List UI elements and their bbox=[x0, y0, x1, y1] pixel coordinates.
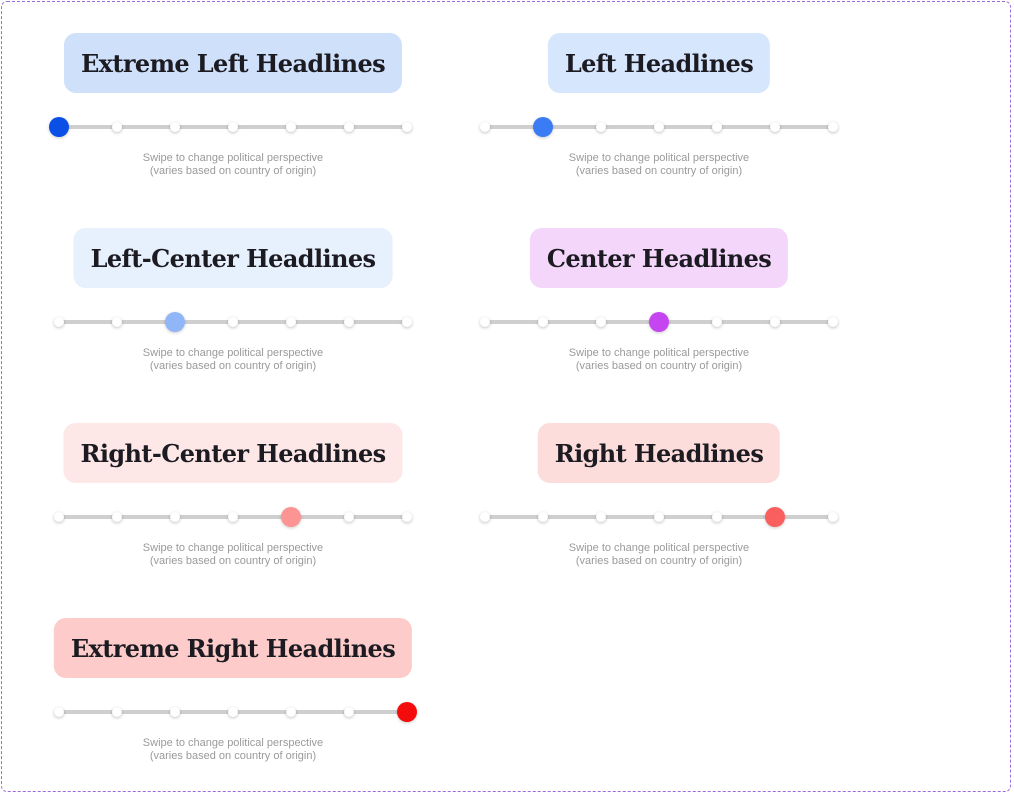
slider-hint: Swipe to change political perspective (v… bbox=[53, 542, 413, 568]
slider-stop[interactable] bbox=[112, 122, 122, 132]
slider-stop[interactable] bbox=[828, 512, 838, 522]
perspective-slider[interactable] bbox=[479, 312, 839, 332]
slider-stop[interactable] bbox=[480, 122, 490, 132]
hint-line-1: Swipe to change political perspective bbox=[568, 152, 750, 164]
variant-extreme-right: Extreme Right Headlines Swipe to change … bbox=[53, 618, 417, 768]
slider-stop[interactable] bbox=[170, 122, 180, 132]
slider-stop[interactable] bbox=[402, 512, 412, 522]
slider-stop[interactable] bbox=[228, 707, 238, 717]
slider-stop[interactable] bbox=[828, 317, 838, 327]
headline-label: Left-Center Headlines bbox=[90, 243, 376, 273]
hint-line-2: (varies based on country of origin) bbox=[575, 165, 743, 177]
slider-hint: Swipe to change political perspective (v… bbox=[479, 542, 839, 568]
slider-thumb[interactable] bbox=[165, 312, 185, 332]
slider-stop[interactable] bbox=[170, 512, 180, 522]
headline-pill[interactable]: Right-Center Headlines bbox=[63, 423, 403, 483]
slider-stop[interactable] bbox=[480, 317, 490, 327]
slider-stop[interactable] bbox=[112, 317, 122, 327]
slider-stop[interactable] bbox=[228, 512, 238, 522]
hint-line-1: Swipe to change political perspective bbox=[568, 542, 750, 554]
hint-line-1: Swipe to change political perspective bbox=[142, 737, 324, 749]
slider-thumb[interactable] bbox=[765, 507, 785, 527]
slider-stop[interactable] bbox=[402, 122, 412, 132]
slider-stop[interactable] bbox=[344, 317, 354, 327]
hint-line-1: Swipe to change political perspective bbox=[142, 542, 324, 554]
perspective-slider[interactable] bbox=[479, 117, 839, 137]
slider-stop[interactable] bbox=[54, 707, 64, 717]
headline-label: Center Headlines bbox=[546, 243, 772, 273]
headline-label: Extreme Right Headlines bbox=[70, 633, 396, 663]
slider-thumb[interactable] bbox=[49, 117, 69, 137]
slider-stop[interactable] bbox=[712, 122, 722, 132]
variant-right: Right Headlines Swipe to change politica… bbox=[479, 423, 839, 573]
slider-stop[interactable] bbox=[654, 122, 664, 132]
slider-stop[interactable] bbox=[480, 512, 490, 522]
slider-thumb[interactable] bbox=[533, 117, 553, 137]
hint-line-1: Swipe to change political perspective bbox=[568, 347, 750, 359]
perspective-slider[interactable] bbox=[53, 702, 417, 722]
slider-stop[interactable] bbox=[344, 707, 354, 717]
variant-center: Center Headlines Swipe to change politic… bbox=[479, 228, 839, 378]
slider-stop[interactable] bbox=[286, 707, 296, 717]
slider-thumb[interactable] bbox=[281, 507, 301, 527]
headline-label: Left Headlines bbox=[564, 48, 754, 78]
hint-line-2: (varies based on country of origin) bbox=[149, 555, 317, 567]
slider-stop[interactable] bbox=[596, 122, 606, 132]
slider-thumb[interactable] bbox=[397, 702, 417, 722]
perspective-slider[interactable] bbox=[49, 117, 413, 137]
slider-stop[interactable] bbox=[828, 122, 838, 132]
hint-line-2: (varies based on country of origin) bbox=[149, 165, 317, 177]
perspective-slider[interactable] bbox=[479, 507, 839, 527]
headline-pill[interactable]: Extreme Left Headlines bbox=[63, 33, 403, 93]
headline-pill[interactable]: Left Headlines bbox=[547, 33, 771, 93]
headline-label: Right-Center Headlines bbox=[80, 438, 386, 468]
variant-left-center: Left-Center Headlines Swipe to change po… bbox=[53, 228, 413, 378]
variant-right-center: Right-Center Headlines Swipe to change p… bbox=[53, 423, 413, 573]
hint-line-1: Swipe to change political perspective bbox=[142, 152, 324, 164]
slider-stop[interactable] bbox=[228, 317, 238, 327]
slider-stop[interactable] bbox=[712, 317, 722, 327]
headline-pill[interactable]: Center Headlines bbox=[529, 228, 789, 288]
hint-line-2: (varies based on country of origin) bbox=[575, 360, 743, 372]
slider-stop[interactable] bbox=[654, 512, 664, 522]
slider-stop[interactable] bbox=[402, 317, 412, 327]
slider-hint: Swipe to change political perspective (v… bbox=[53, 347, 413, 373]
perspective-slider[interactable] bbox=[53, 312, 413, 332]
slider-hint: Swipe to change political perspective (v… bbox=[53, 152, 413, 178]
slider-stop[interactable] bbox=[344, 512, 354, 522]
slider-stop[interactable] bbox=[712, 512, 722, 522]
slider-thumb[interactable] bbox=[649, 312, 669, 332]
slider-stop[interactable] bbox=[538, 317, 548, 327]
perspective-slider[interactable] bbox=[53, 507, 413, 527]
hint-line-2: (varies based on country of origin) bbox=[575, 555, 743, 567]
headline-label: Right Headlines bbox=[554, 438, 764, 468]
hint-line-1: Swipe to change political perspective bbox=[142, 347, 324, 359]
slider-stop[interactable] bbox=[344, 122, 354, 132]
slider-stop[interactable] bbox=[286, 317, 296, 327]
headline-pill[interactable]: Right Headlines bbox=[537, 423, 781, 483]
slider-stop[interactable] bbox=[286, 122, 296, 132]
slider-stop[interactable] bbox=[770, 317, 780, 327]
slider-stop[interactable] bbox=[228, 122, 238, 132]
slider-stop[interactable] bbox=[596, 317, 606, 327]
headline-label: Extreme Left Headlines bbox=[80, 48, 386, 78]
slider-stop[interactable] bbox=[770, 122, 780, 132]
slider-stop[interactable] bbox=[596, 512, 606, 522]
variant-left: Left Headlines Swipe to change political… bbox=[479, 33, 839, 183]
headline-pill[interactable]: Left-Center Headlines bbox=[73, 228, 393, 288]
slider-stop[interactable] bbox=[112, 707, 122, 717]
slider-stop[interactable] bbox=[54, 317, 64, 327]
slider-stop[interactable] bbox=[112, 512, 122, 522]
slider-hint: Swipe to change political perspective (v… bbox=[479, 347, 839, 373]
slider-hint: Swipe to change political perspective (v… bbox=[53, 737, 413, 763]
slider-hint: Swipe to change political perspective (v… bbox=[479, 152, 839, 178]
slider-stop[interactable] bbox=[54, 512, 64, 522]
headline-pill[interactable]: Extreme Right Headlines bbox=[53, 618, 413, 678]
slider-stop[interactable] bbox=[538, 512, 548, 522]
hint-line-2: (varies based on country of origin) bbox=[149, 360, 317, 372]
variant-extreme-left: Extreme Left Headlines Swipe to change p… bbox=[49, 33, 413, 183]
hint-line-2: (varies based on country of origin) bbox=[149, 750, 317, 762]
slider-stop[interactable] bbox=[170, 707, 180, 717]
